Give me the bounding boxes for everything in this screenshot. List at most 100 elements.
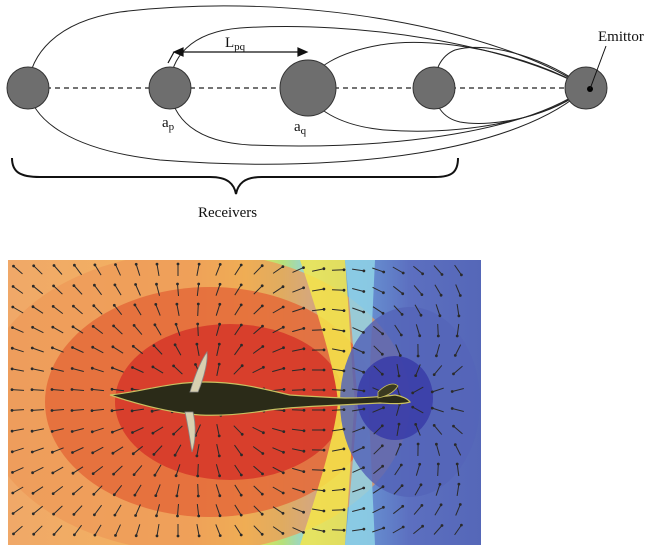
field-vector <box>352 408 364 412</box>
field-vector-head <box>362 269 366 273</box>
field-vector <box>72 466 84 474</box>
field-vector-head <box>112 472 115 476</box>
field-vector-head <box>401 504 405 508</box>
field-vector <box>312 508 324 512</box>
field-vector <box>52 447 64 453</box>
field-vector <box>12 486 24 494</box>
field-vector <box>74 524 82 536</box>
field-vector <box>152 426 164 434</box>
field-vector-head <box>419 483 423 487</box>
field-vector <box>332 468 344 472</box>
field-vector-head <box>92 304 96 308</box>
field-vector-head <box>111 451 115 455</box>
field-vector <box>352 447 364 453</box>
field-vector <box>94 264 102 276</box>
field-vector <box>456 304 460 316</box>
field-vector <box>432 387 444 393</box>
field-vector <box>32 368 44 372</box>
field-vector <box>331 308 345 312</box>
field-vector <box>111 408 125 412</box>
field-vector-head <box>302 429 306 433</box>
field-vector <box>152 366 164 374</box>
field-vector-head <box>362 446 365 449</box>
field-vector <box>412 386 424 394</box>
field-vector-head <box>130 387 134 391</box>
field-vector-head <box>281 305 285 309</box>
field-vector <box>394 464 402 476</box>
field-vector-head <box>10 429 14 433</box>
field-vector-head <box>31 491 35 495</box>
field-vector-head <box>90 366 94 370</box>
transition-band <box>300 260 355 545</box>
field-vector <box>272 326 284 334</box>
field-vector <box>435 304 441 316</box>
field-vector-head <box>282 409 286 413</box>
field-vector <box>153 445 163 455</box>
field-vector-head <box>400 484 404 488</box>
field-vector <box>372 306 384 314</box>
field-vector-head <box>362 351 365 354</box>
field-vector <box>352 388 364 392</box>
field-vector <box>177 503 179 517</box>
field-vector-head <box>132 324 136 327</box>
field-vector <box>454 524 462 536</box>
field-vector-head <box>111 366 114 370</box>
field-vector <box>435 444 441 456</box>
field-vector <box>72 428 84 432</box>
field-vector <box>413 285 423 295</box>
field-vector-head <box>151 365 155 369</box>
field-vector <box>373 345 383 355</box>
field-vector <box>393 305 403 315</box>
field-vector-head <box>239 513 243 517</box>
field-vector-head <box>322 408 326 412</box>
field-vector-head <box>342 349 346 353</box>
field-vector <box>196 503 200 517</box>
field-vector-head <box>176 262 180 266</box>
field-vector <box>32 347 44 353</box>
field-vector-head <box>302 531 305 534</box>
field-vector <box>352 427 364 433</box>
distance-label: Lpq <box>225 35 246 53</box>
field-vector-head <box>261 452 265 455</box>
field-vector-head <box>132 473 136 477</box>
receiver-node-q <box>279 59 337 117</box>
field-vector-head <box>172 364 176 368</box>
field-vector <box>435 344 441 356</box>
field-vector <box>31 409 45 411</box>
field-vector <box>292 327 304 333</box>
field-vector <box>197 483 199 497</box>
field-vector <box>196 264 200 276</box>
field-vector-head <box>398 354 402 357</box>
field-vector <box>272 266 284 274</box>
field-vector <box>332 428 344 432</box>
field-vector <box>135 284 141 296</box>
field-vector <box>372 506 384 514</box>
field-vector-head <box>382 270 386 274</box>
field-vector <box>32 428 44 432</box>
field-vector <box>433 265 443 275</box>
field-vector-head <box>217 362 221 366</box>
field-vector-head <box>218 534 222 537</box>
field-vector <box>332 348 344 352</box>
field-vector-head <box>260 284 264 288</box>
field-vector-head <box>421 524 425 528</box>
emitter-node <box>564 66 608 110</box>
field-vector <box>372 527 384 533</box>
field-vector-head <box>397 422 401 426</box>
field-vector-head <box>380 352 384 356</box>
field-vector <box>216 443 220 457</box>
field-vector-head <box>401 292 405 296</box>
field-vector-head <box>111 430 114 434</box>
field-vector-head <box>30 429 34 433</box>
field-vector-head <box>453 443 457 447</box>
field-vector-head <box>30 409 34 412</box>
field-vector <box>396 364 400 376</box>
field-vector-head <box>282 367 286 370</box>
field-vector <box>11 389 25 391</box>
field-vector <box>234 344 242 356</box>
field-vector-head <box>218 302 222 306</box>
field-vector-head <box>218 494 222 498</box>
field-vector <box>91 408 105 412</box>
field-vector <box>434 504 442 516</box>
field-vector <box>215 464 221 476</box>
